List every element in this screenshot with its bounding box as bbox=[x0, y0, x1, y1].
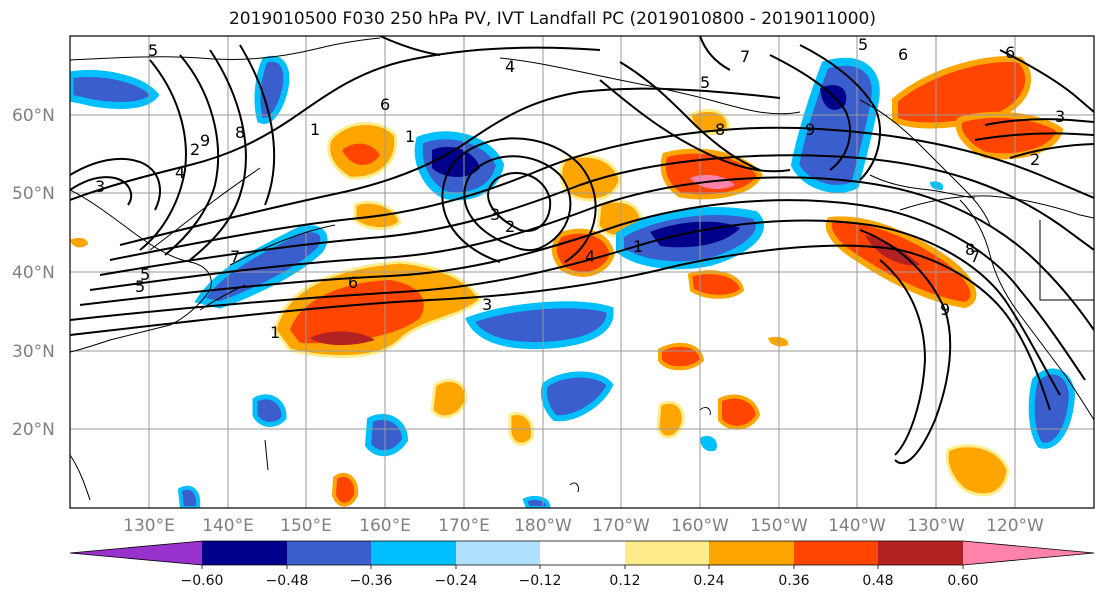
colorbar-tick-label: 0.60 bbox=[947, 573, 978, 589]
colorbar-segment bbox=[794, 541, 878, 565]
colorbar-segment bbox=[540, 541, 625, 565]
contour-label: 6 bbox=[380, 95, 390, 114]
graticule bbox=[70, 36, 1094, 508]
colorbar-tick-label: −0.12 bbox=[519, 573, 562, 589]
contour-label: 9 bbox=[805, 120, 815, 139]
lat-label: 30°N bbox=[12, 342, 55, 362]
contour-label: 5 bbox=[135, 277, 145, 296]
contour-label: 1 bbox=[405, 127, 415, 146]
pv-contours bbox=[70, 36, 1094, 465]
contour-label: 5 bbox=[700, 73, 710, 92]
contour-label: 2 bbox=[505, 217, 515, 236]
lon-label: 140°W bbox=[828, 516, 886, 536]
contour-label: 5 bbox=[140, 265, 150, 284]
colorbar-tick-label: −0.24 bbox=[435, 573, 478, 589]
contour-labels: 5 7 6 5 6 4 5 6 8 9 9 8 4 3 1 3 2 1 6 5 … bbox=[95, 35, 1065, 342]
lon-label: 120°W bbox=[986, 516, 1044, 536]
colorbar-segment bbox=[878, 541, 963, 565]
contour-label: 2 bbox=[1030, 150, 1040, 169]
colorbar-tick-label: 0.36 bbox=[778, 573, 809, 589]
colorbar-segment bbox=[202, 541, 287, 565]
contour-label: 5 bbox=[858, 35, 868, 54]
contour-label: 9 bbox=[200, 131, 210, 150]
lon-label: 130°W bbox=[907, 516, 965, 536]
colorbar-segment bbox=[625, 541, 709, 565]
lat-label: 20°N bbox=[12, 420, 55, 440]
colorbar-tick-label: −0.48 bbox=[266, 573, 309, 589]
contour-label: 4 bbox=[585, 247, 595, 266]
contour-label: 8 bbox=[235, 123, 245, 142]
lon-label: 140°E bbox=[202, 516, 254, 536]
contour-label: 2 bbox=[190, 140, 200, 159]
colorbar-segment bbox=[709, 541, 794, 565]
contour-label: 8 bbox=[965, 240, 975, 259]
contour-label: 1 bbox=[310, 120, 320, 139]
colorbar-tick-label: 0.48 bbox=[862, 573, 893, 589]
lon-label: 150°W bbox=[750, 516, 808, 536]
colorbar-segment bbox=[287, 541, 371, 565]
lon-label: 180°W bbox=[514, 516, 572, 536]
lon-label: 170°W bbox=[592, 516, 650, 536]
contour-label: 3 bbox=[482, 295, 492, 314]
lon-label: 150°E bbox=[280, 516, 332, 536]
lat-label: 60°N bbox=[12, 106, 55, 126]
lat-label: 50°N bbox=[12, 184, 55, 204]
colorbar-segment bbox=[70, 541, 202, 565]
contour-label: 6 bbox=[898, 45, 908, 64]
contour-label: 6 bbox=[1005, 43, 1015, 62]
lon-label: 160°W bbox=[671, 516, 729, 536]
colorbar-segment bbox=[456, 541, 540, 565]
lon-label: 160°E bbox=[359, 516, 411, 536]
contour-label: 3 bbox=[1055, 107, 1065, 126]
contour-label: 8 bbox=[715, 120, 725, 139]
longitude-labels: 130°E 140°E 150°E 160°E 170°E 180°W 170°… bbox=[123, 516, 1044, 536]
contour-label: 5 bbox=[148, 41, 158, 60]
contour-label: 3 bbox=[490, 205, 500, 224]
contour-label: 4 bbox=[505, 57, 515, 76]
latitude-labels: 60°N 50°N 40°N 30°N 20°N bbox=[12, 106, 55, 440]
contour-label: 3 bbox=[95, 177, 105, 196]
colorbar: −0.60 −0.48 −0.36 −0.24 −0.12 0.12 0.24 … bbox=[69, 540, 1095, 589]
colorbar-tick-label: −0.60 bbox=[181, 573, 224, 589]
coastlines bbox=[70, 37, 1094, 501]
contour-label: 6 bbox=[348, 273, 358, 292]
colorbar-tick-label: −0.36 bbox=[350, 573, 393, 589]
colorbar-segment bbox=[371, 541, 456, 565]
colorbar-tick-label: 0.12 bbox=[609, 573, 640, 589]
contour-label: 1 bbox=[270, 323, 280, 342]
lon-label: 130°E bbox=[123, 516, 175, 536]
plot-frame bbox=[69, 35, 1095, 509]
lat-label: 40°N bbox=[12, 263, 55, 283]
contour-label: 9 bbox=[940, 300, 950, 319]
contour-label: 7 bbox=[970, 247, 980, 266]
colorbar-segment bbox=[963, 541, 1094, 565]
lon-label: 170°E bbox=[438, 516, 490, 536]
colorbar-tick-label: 0.24 bbox=[693, 573, 724, 589]
negative-anomaly-regions bbox=[70, 55, 1076, 508]
map-title: 2019010500 F030 250 hPa PV, IVT Landfall… bbox=[228, 9, 876, 29]
contour-label: 1 bbox=[633, 237, 643, 256]
contour-label: 7 bbox=[230, 247, 240, 266]
contour-label: 7 bbox=[740, 47, 750, 66]
contour-label: 4 bbox=[175, 163, 185, 182]
